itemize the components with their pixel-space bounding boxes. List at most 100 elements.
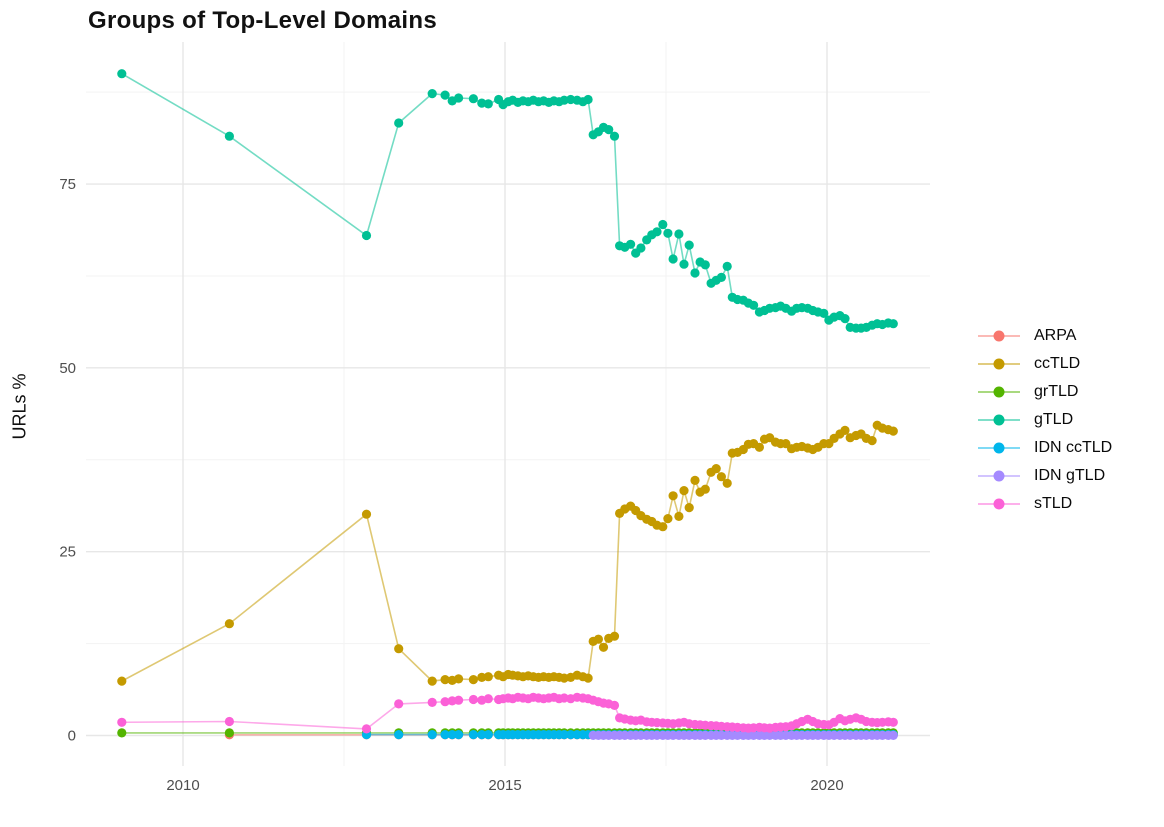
legend-key-icon [978, 358, 1020, 370]
legend: ARPA ccTLD grTLD gTLD IDN ccTLD IDN gTLD sTLD [976, 322, 1112, 518]
legend-key-icon [978, 470, 1020, 482]
y-tick-label: 75 [59, 176, 76, 193]
data-point [888, 426, 898, 436]
data-point [361, 230, 372, 241]
legend-label: IDN ccTLD [1034, 439, 1113, 456]
data-point [749, 300, 759, 310]
data-point [394, 644, 404, 654]
data-point [468, 675, 478, 685]
series-line [121, 424, 894, 682]
data-point [684, 503, 694, 513]
data-point [468, 730, 478, 740]
data-point [700, 484, 710, 494]
data-point [454, 695, 464, 705]
data-point [609, 631, 620, 641]
data-point [224, 728, 234, 738]
series-gTLD [117, 69, 898, 333]
data-point [722, 478, 732, 488]
data-point [609, 700, 620, 711]
y-tick-label: 50 [59, 360, 76, 377]
legend-label: IDN gTLD [1034, 467, 1106, 484]
data-point [700, 260, 710, 270]
data-point [483, 730, 493, 740]
legend-item-IDN-gTLD: IDN gTLD [976, 462, 1112, 490]
data-point [447, 730, 457, 740]
data-point [679, 259, 689, 269]
data-point [477, 730, 487, 740]
legend-key-icon [978, 330, 1020, 342]
data-point [559, 730, 569, 740]
data-point [652, 227, 662, 237]
data-point [454, 730, 464, 740]
legend-item-grTLD: grTLD [976, 378, 1112, 406]
data-point [440, 697, 450, 707]
data-point [711, 464, 721, 474]
data-point [454, 93, 464, 103]
data-point [394, 118, 404, 128]
data-point [440, 90, 450, 100]
data-point [663, 514, 673, 524]
legend-label: ccTLD [1034, 355, 1081, 372]
data-point [840, 425, 850, 435]
data-point [663, 228, 673, 238]
data-point [716, 472, 727, 482]
data-point [427, 697, 437, 708]
legend-key-icon [978, 442, 1020, 454]
data-point [117, 69, 127, 79]
data-point [658, 522, 668, 532]
x-tick-label: 2020 [810, 777, 843, 794]
data-point [427, 89, 437, 99]
data-point [888, 319, 898, 329]
x-tick-label: 2010 [166, 777, 199, 794]
data-point [716, 272, 727, 282]
data-point [754, 442, 765, 452]
data-point [468, 694, 478, 705]
chart-title: Groups of Top-Level Domains [88, 7, 438, 34]
legend-item-ARPA: ARPA [976, 322, 1112, 350]
data-point [819, 308, 829, 318]
data-point [427, 676, 437, 686]
legend-key-icon [978, 414, 1020, 426]
y-tick-label: 25 [59, 544, 76, 561]
data-point [117, 717, 127, 727]
data-point [593, 634, 604, 644]
data-point [440, 675, 450, 685]
legend-label: grTLD [1034, 383, 1079, 400]
data-point [690, 268, 700, 278]
legend-label: gTLD [1034, 411, 1074, 428]
legend-label: ARPA [1034, 327, 1077, 344]
data-point [483, 99, 493, 109]
data-point [840, 314, 850, 324]
data-point [888, 717, 898, 727]
data-point [679, 486, 689, 496]
data-point [394, 699, 404, 709]
data-point [668, 491, 678, 501]
series-sTLD [117, 692, 898, 734]
data-point [224, 131, 234, 141]
data-point [427, 730, 437, 740]
legend-item-IDN-ccTLD: IDN ccTLD [976, 434, 1112, 462]
gridlines [86, 42, 930, 766]
data-point [888, 730, 898, 741]
data-point [224, 716, 234, 727]
data-point [674, 229, 684, 239]
data-point [583, 673, 593, 683]
series-line [121, 73, 894, 329]
legend-label: sTLD [1034, 495, 1073, 512]
series-IDN-gTLD [588, 730, 898, 741]
data-point [483, 694, 493, 704]
data-point [440, 730, 450, 740]
data-point [674, 511, 684, 521]
data-point [361, 724, 372, 734]
data-point [604, 125, 614, 135]
data-point [394, 730, 404, 740]
data-point [609, 131, 620, 141]
data-point [636, 243, 646, 253]
data-point [117, 676, 127, 686]
legend-key-icon [978, 498, 1020, 510]
data-point [626, 239, 636, 249]
data-point [468, 94, 478, 104]
y-axis-title: URLs % [9, 373, 30, 440]
